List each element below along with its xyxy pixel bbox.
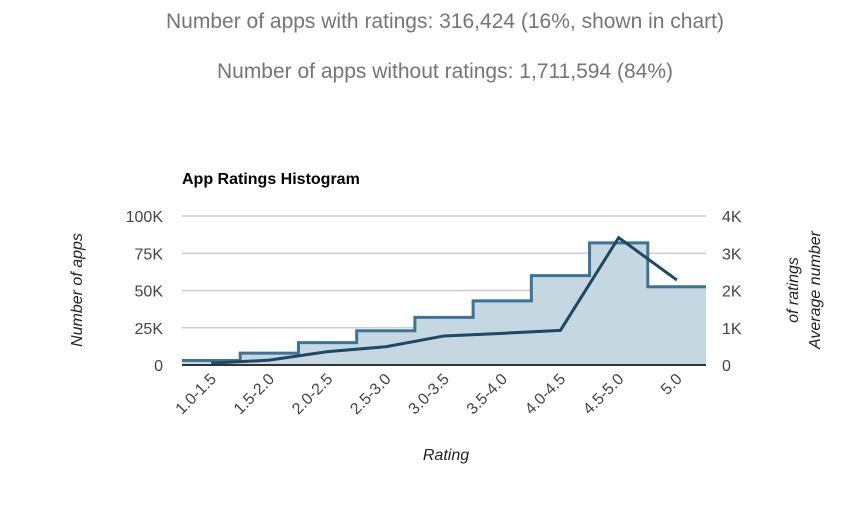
- y-tick-label-left: 50K: [135, 284, 164, 301]
- y-axis-title-right-line1: of ratings: [785, 257, 802, 323]
- y-tick-label-left: 25K: [135, 321, 164, 338]
- x-tick-label: 3.5-4.0: [464, 371, 511, 418]
- x-axis-title: Rating: [423, 447, 469, 464]
- y-tick-label-right: 1K: [722, 321, 742, 338]
- x-tick-label: 3.0-3.5: [406, 371, 453, 418]
- x-tick-label: 4.5-5.0: [580, 371, 627, 418]
- apps-without-ratings-stat: Number of apps without ratings: 1,711,59…: [216, 60, 674, 83]
- y-axis-title-right-line2: Average number: [807, 230, 824, 350]
- histogram-step-line: [182, 241, 706, 363]
- histogram-area: [182, 242, 706, 365]
- x-tick-label: 1.5-2.0: [231, 371, 278, 418]
- histogram-bar: [648, 287, 706, 365]
- y-tick-label-left: 0: [154, 358, 163, 375]
- x-tick-label: 2.5-3.0: [347, 371, 394, 418]
- y-tick-label-right: 3K: [722, 246, 742, 263]
- y-tick-label-right: 2K: [722, 284, 742, 301]
- average-ratings-line: [211, 235, 678, 365]
- y-tick-label-left: 100K: [126, 209, 164, 226]
- chart-title: App Ratings Histogram: [182, 171, 360, 188]
- y-tick-label-left: 75K: [135, 246, 164, 263]
- x-tick-label: 1.0-1.5: [173, 371, 220, 418]
- histogram-bar: [531, 276, 589, 365]
- x-tick-label: 4.0-4.5: [522, 371, 569, 418]
- y-axis-title-left: Number of apps: [69, 233, 86, 347]
- y-tick-label-right: 4K: [722, 209, 742, 226]
- histogram-bar: [590, 243, 648, 365]
- x-tick-label: 5.0: [658, 371, 686, 399]
- y-tick-label-right: 0: [722, 358, 731, 375]
- apps-with-ratings-stat: Number of apps with ratings: 316,424 (16…: [166, 10, 724, 33]
- x-tick-label: 2.0-2.5: [289, 371, 336, 418]
